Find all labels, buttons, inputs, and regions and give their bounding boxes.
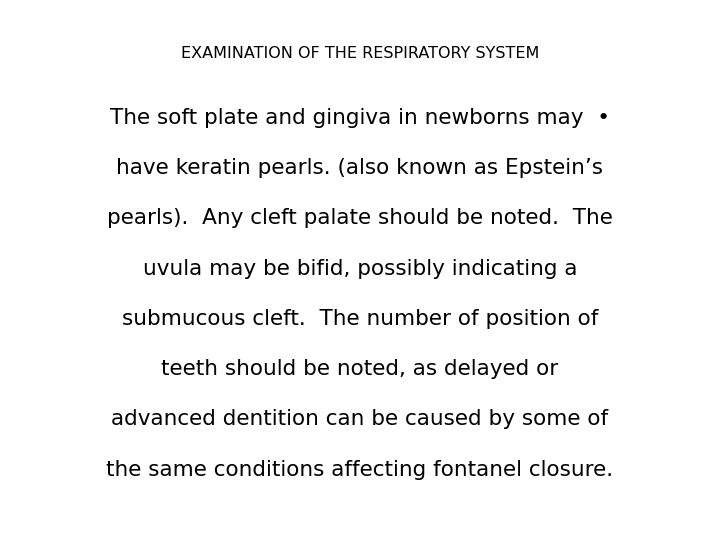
Text: The soft plate and gingiva in newborns may  •: The soft plate and gingiva in newborns m…	[110, 108, 610, 128]
Text: pearls).  Any cleft palate should be noted.  The: pearls). Any cleft palate should be note…	[107, 208, 613, 228]
Text: advanced dentition can be caused by some of: advanced dentition can be caused by some…	[112, 409, 608, 429]
Text: teeth should be noted, as delayed or: teeth should be noted, as delayed or	[161, 359, 559, 379]
Text: submucous cleft.  The number of position of: submucous cleft. The number of position …	[122, 309, 598, 329]
Text: EXAMINATION OF THE RESPIRATORY SYSTEM: EXAMINATION OF THE RESPIRATORY SYSTEM	[181, 46, 539, 61]
Text: have keratin pearls. (also known as Epstein’s: have keratin pearls. (also known as Epst…	[117, 158, 603, 178]
Text: the same conditions affecting fontanel closure.: the same conditions affecting fontanel c…	[107, 460, 613, 480]
Text: uvula may be bifid, possibly indicating a: uvula may be bifid, possibly indicating …	[143, 259, 577, 279]
